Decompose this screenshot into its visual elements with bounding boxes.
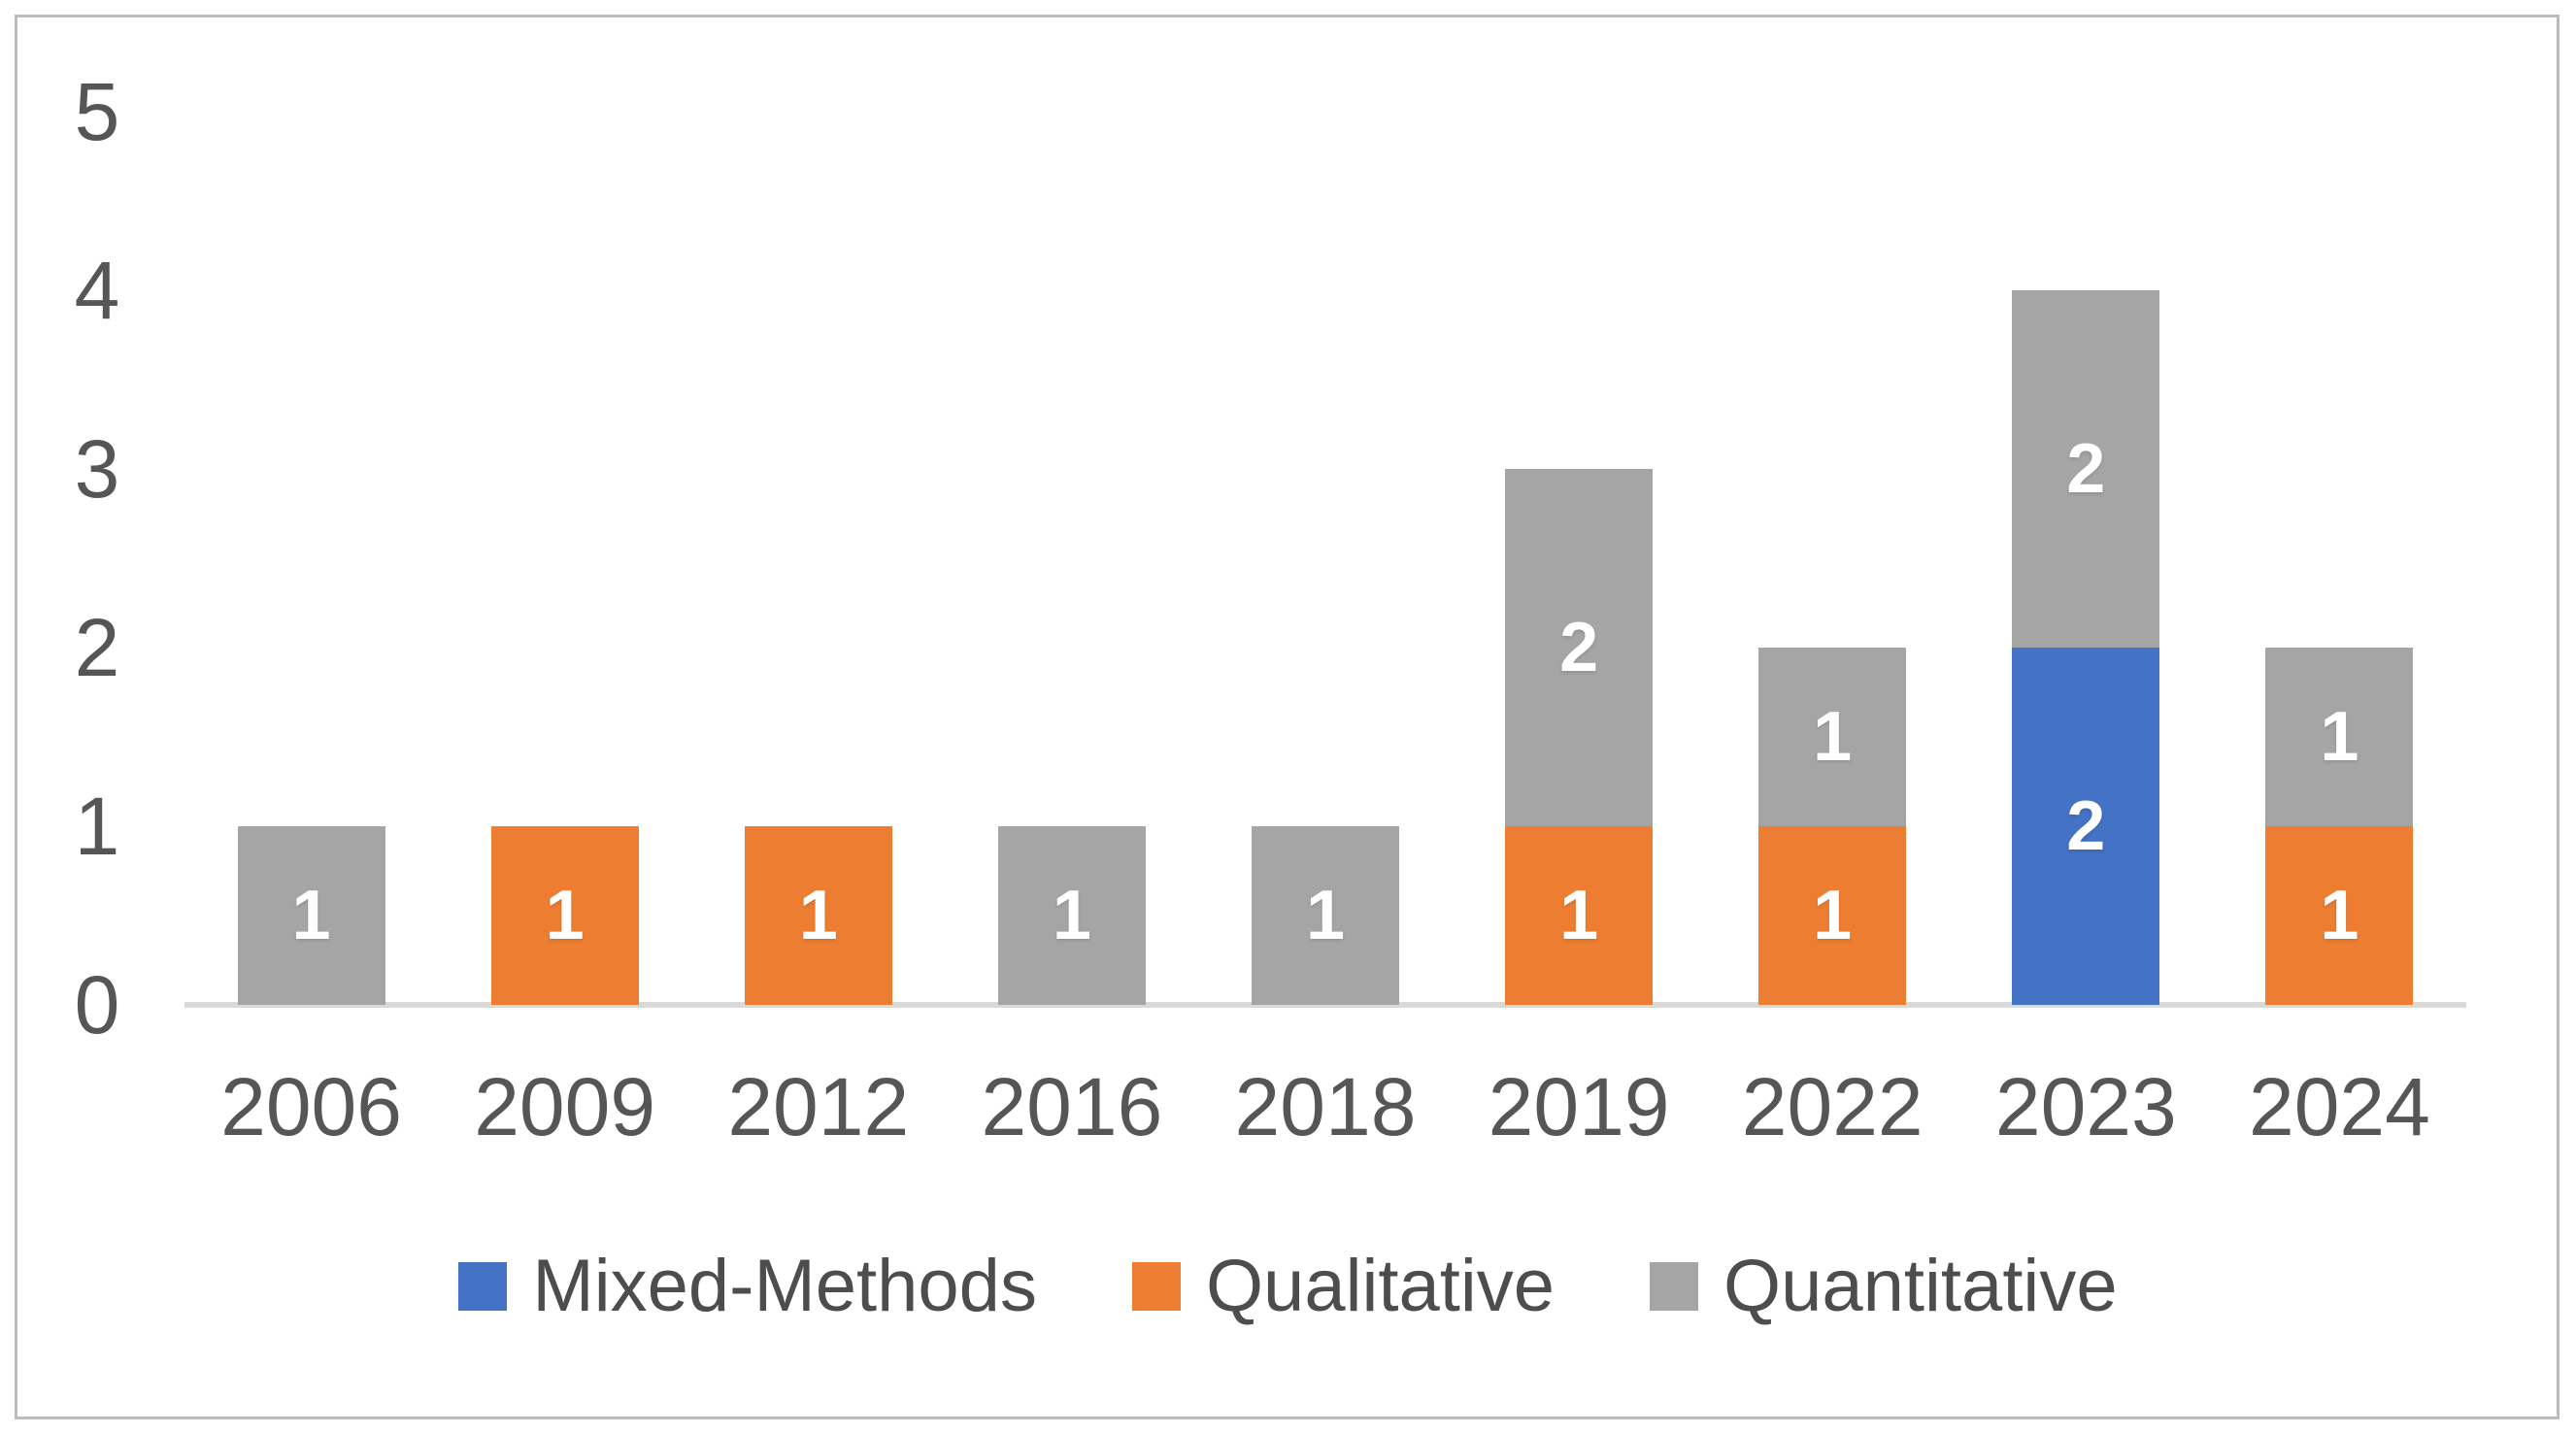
bar-segment-quantitative-2019: 2 [1505,469,1654,826]
bar-segment-qualitative-2019: 1 [1505,826,1654,1005]
legend-swatch-qualitative [1131,1262,1181,1311]
bar-2018: 1 [1251,826,1399,1005]
bar-value-label: 1 [1813,698,1853,776]
bar-segment-qualitative-2024: 1 [2265,826,2414,1005]
bar-value-label: 1 [1813,877,1853,954]
y-tick-label: 1 [74,781,120,872]
x-tick-label-2016: 2016 [981,1061,1163,1152]
category-slot: 1 [184,112,438,1005]
y-tick-label: 0 [74,959,120,1050]
x-tick-label-2022: 2022 [1741,1061,1924,1152]
y-tick-label: 5 [74,66,120,157]
category-slot: 1 [945,112,1198,1005]
bar-segment-quantitative-2022: 1 [1758,648,1907,826]
x-tick-label-2012: 2012 [727,1061,910,1152]
legend-item-mixed-methods: Mixed-Methods [458,1250,1037,1323]
x-tick-label-2009: 2009 [474,1061,656,1152]
bar-segment-qualitative-2009: 1 [490,826,639,1005]
bar-segment-quantitative-2018: 1 [1251,826,1399,1005]
legend-label: Quantitative [1723,1245,2118,1327]
bar-segment-quantitative-2006: 1 [237,826,385,1005]
x-tick-label-2023: 2023 [1994,1061,2177,1152]
legend-swatch-quantitative [1650,1262,1699,1311]
legend: Mixed-Methods Qualitative Quantitative [0,1243,2576,1330]
bar-value-label: 2 [2066,787,2106,865]
legend-swatch-mixed-methods [458,1262,508,1311]
x-axis-line [184,1002,2466,1008]
bar-value-label: 1 [1052,877,1091,954]
bar-value-label: 1 [798,877,838,954]
x-tick-label-2019: 2019 [1488,1061,1670,1152]
legend-item-qualitative: Qualitative [1131,1245,1556,1327]
y-tick-label: 4 [74,245,120,336]
bar-2016: 1 [997,826,1146,1005]
category-slot: 1 [691,112,945,1005]
bar-segment-quantitative-2016: 1 [997,826,1146,1005]
x-tick-label-2006: 2006 [220,1061,402,1152]
bar-value-label: 2 [1559,609,1599,686]
bar-value-label: 1 [1305,877,1345,954]
x-tick-label-2018: 2018 [1234,1061,1417,1152]
category-slot: 1 [438,112,691,1005]
bar-2009: 1 [490,826,639,1005]
bar-value-label: 1 [2320,877,2359,954]
bar-value-label: 1 [291,877,331,954]
bar-value-label: 2 [2066,430,2106,508]
bar-segment-qualitative-2012: 1 [744,826,892,1005]
legend-label: Mixed-Methods [532,1245,1037,1327]
bar-segment-quantitative-2024: 1 [2265,648,2414,826]
y-tick-label: 2 [74,602,120,693]
bar-value-label: 1 [545,877,585,954]
x-axis-labels: 2006 2009 2012 2016 2018 2019 2022 2023 2024 [184,1056,2466,1158]
x-tick-label-2024: 2024 [2248,1061,2430,1152]
bar-2012: 1 [744,826,892,1005]
legend-item-quantitative: Quantitative [1650,1250,2118,1323]
bar-segment-qualitative-2022: 1 [1758,826,1907,1005]
bar-segment-mixed-methods-2023: 2 [2012,648,2160,1005]
legend-label: Qualitative [1205,1245,1556,1327]
bar-2006: 1 [237,826,385,1005]
bar-segment-quantitative-2023: 2 [2012,290,2160,648]
bar-value-label: 1 [1559,877,1599,954]
category-slot: 1 [1198,112,1452,1005]
bar-value-label: 1 [2320,698,2359,776]
y-tick-label: 3 [74,423,120,515]
